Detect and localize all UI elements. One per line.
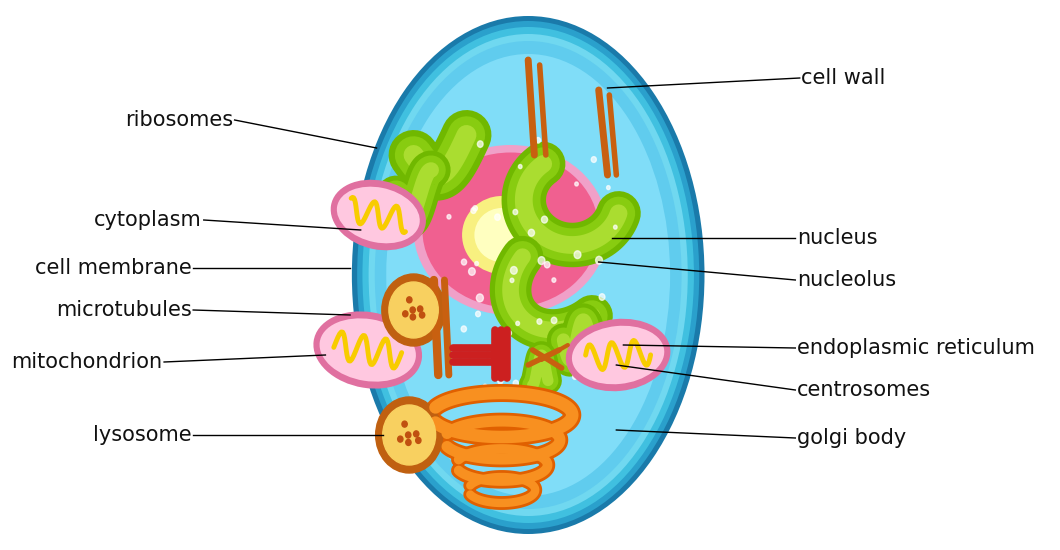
Ellipse shape (375, 41, 682, 509)
Ellipse shape (319, 318, 416, 382)
Circle shape (518, 164, 522, 169)
Circle shape (476, 311, 480, 317)
Circle shape (475, 261, 478, 266)
Text: mitochondrion: mitochondrion (12, 352, 162, 372)
Text: nucleolus: nucleolus (797, 270, 896, 290)
Circle shape (495, 214, 500, 221)
Circle shape (552, 278, 555, 282)
Circle shape (402, 421, 407, 427)
Ellipse shape (314, 311, 422, 389)
Ellipse shape (413, 145, 607, 315)
Circle shape (413, 431, 419, 437)
Circle shape (389, 282, 438, 338)
Ellipse shape (462, 196, 542, 274)
Circle shape (476, 294, 483, 302)
Circle shape (383, 405, 436, 465)
Ellipse shape (386, 54, 670, 496)
Text: microtubules: microtubules (56, 300, 192, 320)
Text: centrosomes: centrosomes (797, 380, 931, 400)
Circle shape (507, 331, 512, 336)
Circle shape (398, 436, 403, 442)
Text: ribosomes: ribosomes (125, 110, 233, 130)
Text: golgi body: golgi body (797, 428, 906, 448)
Circle shape (513, 380, 518, 386)
Circle shape (528, 229, 534, 236)
Circle shape (606, 185, 611, 190)
Circle shape (406, 439, 411, 446)
Circle shape (469, 268, 475, 276)
Circle shape (461, 259, 466, 265)
Ellipse shape (566, 319, 670, 391)
Circle shape (545, 261, 550, 268)
Circle shape (571, 411, 576, 417)
Text: cell membrane: cell membrane (35, 258, 192, 278)
Text: lysosome: lysosome (93, 425, 192, 445)
Circle shape (407, 297, 412, 303)
Circle shape (447, 214, 450, 219)
Circle shape (614, 225, 617, 229)
Circle shape (461, 326, 466, 332)
Circle shape (604, 327, 612, 335)
Circle shape (473, 206, 477, 211)
Circle shape (382, 274, 445, 346)
Ellipse shape (331, 180, 426, 250)
Circle shape (477, 141, 483, 147)
Circle shape (535, 138, 541, 143)
Ellipse shape (352, 16, 705, 534)
Ellipse shape (363, 27, 694, 523)
Circle shape (599, 294, 605, 300)
Circle shape (510, 278, 514, 283)
Text: nucleus: nucleus (797, 228, 878, 248)
Circle shape (406, 432, 411, 438)
Circle shape (542, 216, 548, 223)
Text: cytoplasm: cytoplasm (94, 210, 202, 230)
Circle shape (447, 355, 452, 360)
Ellipse shape (357, 21, 700, 529)
Circle shape (410, 307, 416, 313)
Circle shape (410, 314, 416, 320)
Circle shape (538, 257, 545, 265)
Circle shape (591, 157, 597, 162)
Circle shape (575, 182, 579, 186)
Circle shape (596, 256, 602, 264)
Circle shape (498, 378, 502, 384)
Circle shape (471, 208, 476, 213)
Ellipse shape (337, 186, 420, 243)
Ellipse shape (572, 326, 665, 384)
Circle shape (572, 375, 577, 379)
Circle shape (513, 210, 517, 215)
Circle shape (575, 251, 581, 258)
Circle shape (430, 290, 435, 295)
Text: cell wall: cell wall (801, 68, 886, 88)
Ellipse shape (422, 152, 599, 307)
Ellipse shape (475, 208, 529, 262)
Circle shape (537, 319, 542, 324)
Circle shape (403, 311, 408, 317)
Circle shape (511, 267, 517, 274)
Ellipse shape (369, 34, 688, 516)
Circle shape (420, 312, 425, 318)
Circle shape (483, 384, 487, 389)
Circle shape (516, 321, 519, 326)
Circle shape (416, 437, 421, 443)
Text: endoplasmic reticulum: endoplasmic reticulum (797, 338, 1035, 358)
Circle shape (551, 317, 556, 323)
Circle shape (375, 397, 443, 473)
Circle shape (418, 306, 423, 312)
